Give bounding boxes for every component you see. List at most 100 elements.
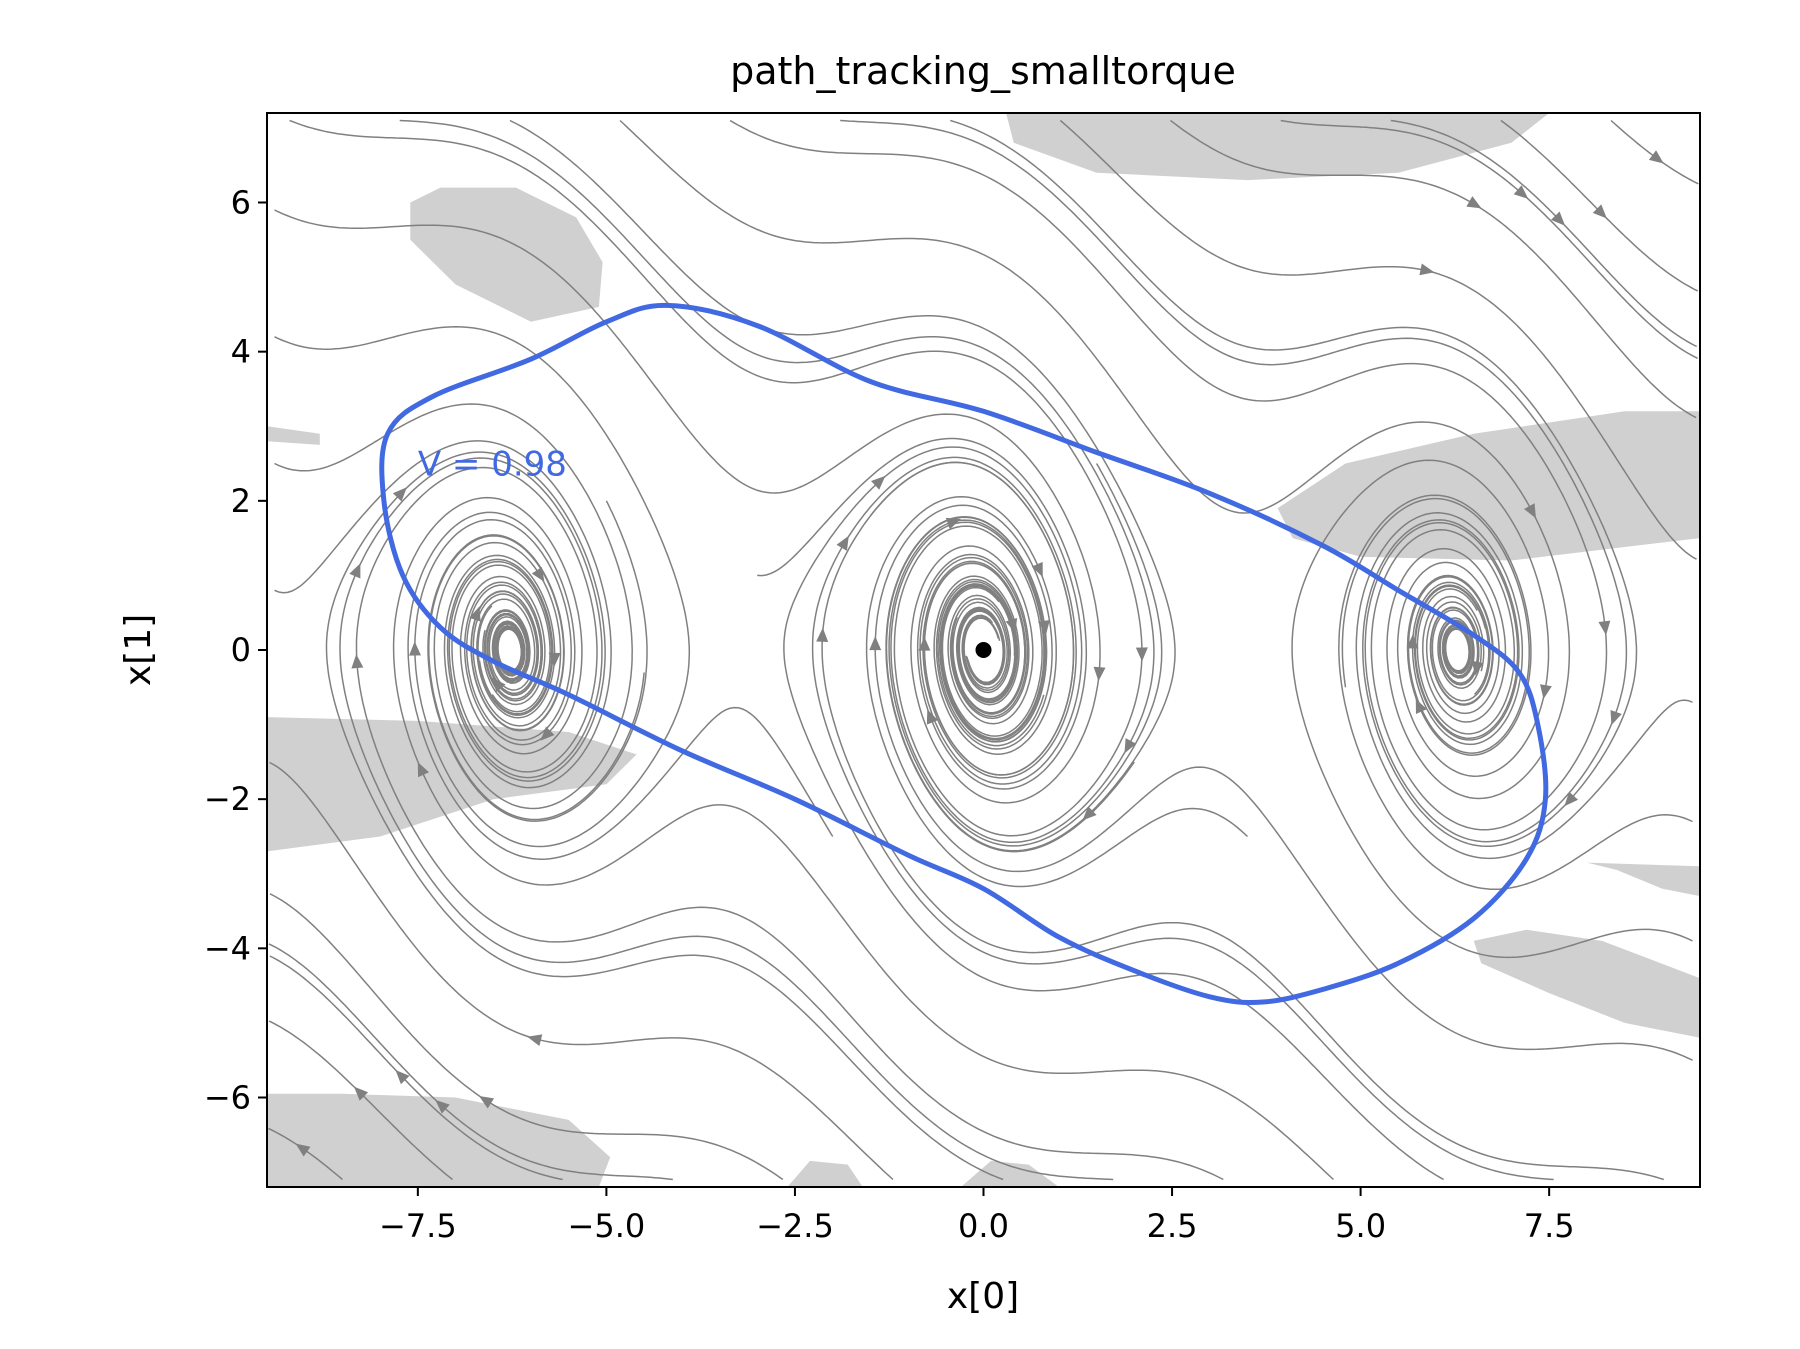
x-tick-label: −7.5 (379, 1207, 457, 1245)
streamline-arrow (1592, 204, 1607, 219)
equilibrium-point (975, 642, 992, 658)
shaded-region-left-edge (267, 426, 320, 445)
streamline-arrow (349, 563, 361, 579)
streamline (729, 119, 1608, 831)
streamline-arrow (1564, 791, 1579, 807)
streamline-arrow (548, 652, 561, 667)
x-tick-label: −5.0 (568, 1207, 646, 1245)
streamline-arrow (1524, 503, 1536, 519)
shaded-region-bottom-center (960, 1160, 1059, 1187)
streamline-arrow (491, 677, 506, 693)
streamline (937, 580, 1045, 747)
x-tick-label: 0.0 (958, 1207, 1009, 1245)
level-set-layer (379, 302, 1549, 1005)
streamline-arrow (295, 1143, 311, 1157)
streamline (268, 1020, 453, 1181)
streamline (325, 451, 1004, 1181)
y-tick-label: 0 (231, 631, 251, 669)
shaded-region-right (1277, 411, 1700, 561)
streamline-arrow (816, 627, 829, 642)
streamline (950, 119, 1638, 848)
level-set-label: V = 0.98 (418, 445, 567, 485)
streamline (619, 119, 1571, 800)
streamline-arrow (1466, 196, 1482, 209)
shaded-region-bottom-mid (787, 1160, 863, 1187)
streamline (757, 437, 1088, 790)
streamline-arrow (871, 475, 886, 490)
x-tick-label: 2.5 (1147, 1207, 1198, 1245)
streamline-arrow (1406, 634, 1419, 649)
streamline (274, 326, 691, 848)
streamline-arrow (918, 636, 931, 651)
streamline (874, 504, 1693, 1061)
streamline (888, 463, 1163, 847)
y-axis-label: x[1] (118, 614, 159, 686)
streamline-arrow (435, 1099, 450, 1114)
streamline-arrow (417, 761, 430, 778)
y-tick-label: 6 (231, 184, 251, 222)
streamline (1291, 459, 1693, 959)
streamline (269, 761, 894, 1181)
streamline-arrow (1135, 647, 1148, 662)
shaded-region-lower-right-edge (1586, 862, 1700, 897)
shaded-region-top-right (1006, 113, 1550, 181)
streamline-arrow (926, 709, 939, 725)
streamline-arrow (1551, 211, 1566, 226)
streamline-arrow (1419, 263, 1435, 276)
streamline-arrow (469, 606, 481, 622)
streamline (869, 461, 1075, 776)
streamline-arrow (527, 1034, 543, 1047)
y-tick-label: −4 (204, 929, 251, 967)
shaded-region-left (267, 717, 637, 852)
streamline-arrow (1610, 709, 1622, 726)
streamline-arrow (392, 487, 407, 502)
x-axis-ticks: −7.5 −5.0 −2.5 0.0 2.5 5.0 7.5 (379, 1187, 1575, 1245)
streamline (1059, 119, 1697, 560)
x-tick-label: 7.5 (1524, 1207, 1575, 1245)
streamline (274, 209, 1101, 804)
streamline-arrow (351, 654, 364, 669)
streamline-arrow (1598, 620, 1611, 636)
x-axis-label: x[0] (947, 1276, 1019, 1317)
y-tick-label: −6 (204, 1079, 251, 1117)
equilibrium-layer (975, 642, 992, 658)
shaded-regions (267, 113, 1700, 1187)
streamline-arrow (1093, 666, 1106, 682)
shaded-region-upper-left (410, 187, 603, 322)
streamline (269, 955, 563, 1181)
streamline-arrow (945, 517, 961, 530)
streamlines (268, 119, 1699, 1181)
streamline (1280, 119, 1698, 359)
y-tick-label: 2 (231, 482, 251, 520)
streamline (268, 943, 673, 1181)
x-tick-label: 5.0 (1335, 1207, 1386, 1245)
streamline-arrow (1513, 185, 1529, 199)
y-tick-label: 4 (231, 333, 251, 371)
streamline-arrow (836, 535, 849, 551)
streamline-arrow (409, 641, 422, 656)
streamline-arrow (1005, 617, 1018, 634)
streamline-arrow (869, 636, 882, 651)
shaded-region-bottom-left (267, 1093, 611, 1187)
streamline-arrow (395, 1069, 410, 1085)
y-axis-ticks: 6 4 2 0 −2 −4 −6 (204, 184, 267, 1117)
streamline-arrow (1648, 150, 1664, 164)
streamline (269, 893, 784, 1181)
streamline-arrow (1082, 806, 1097, 821)
streamline-arrow (353, 1086, 369, 1101)
streamline-arrow (1540, 684, 1552, 700)
streamline-arrow (1124, 738, 1137, 754)
streamline (865, 495, 1249, 888)
shaded-region-lower-right (1473, 929, 1700, 1038)
streamline (268, 1127, 343, 1181)
streamline (1341, 497, 1530, 754)
level-set-curve (379, 302, 1549, 1005)
streamline-arrow (478, 1096, 495, 1109)
streamline (1500, 119, 1699, 292)
streamline-arrow (540, 726, 555, 741)
chart-title: path_tracking_smalltorque (730, 49, 1236, 93)
streamline-arrow (1471, 660, 1484, 676)
streamline (811, 456, 1554, 1181)
x-tick-label: −2.5 (756, 1207, 834, 1245)
